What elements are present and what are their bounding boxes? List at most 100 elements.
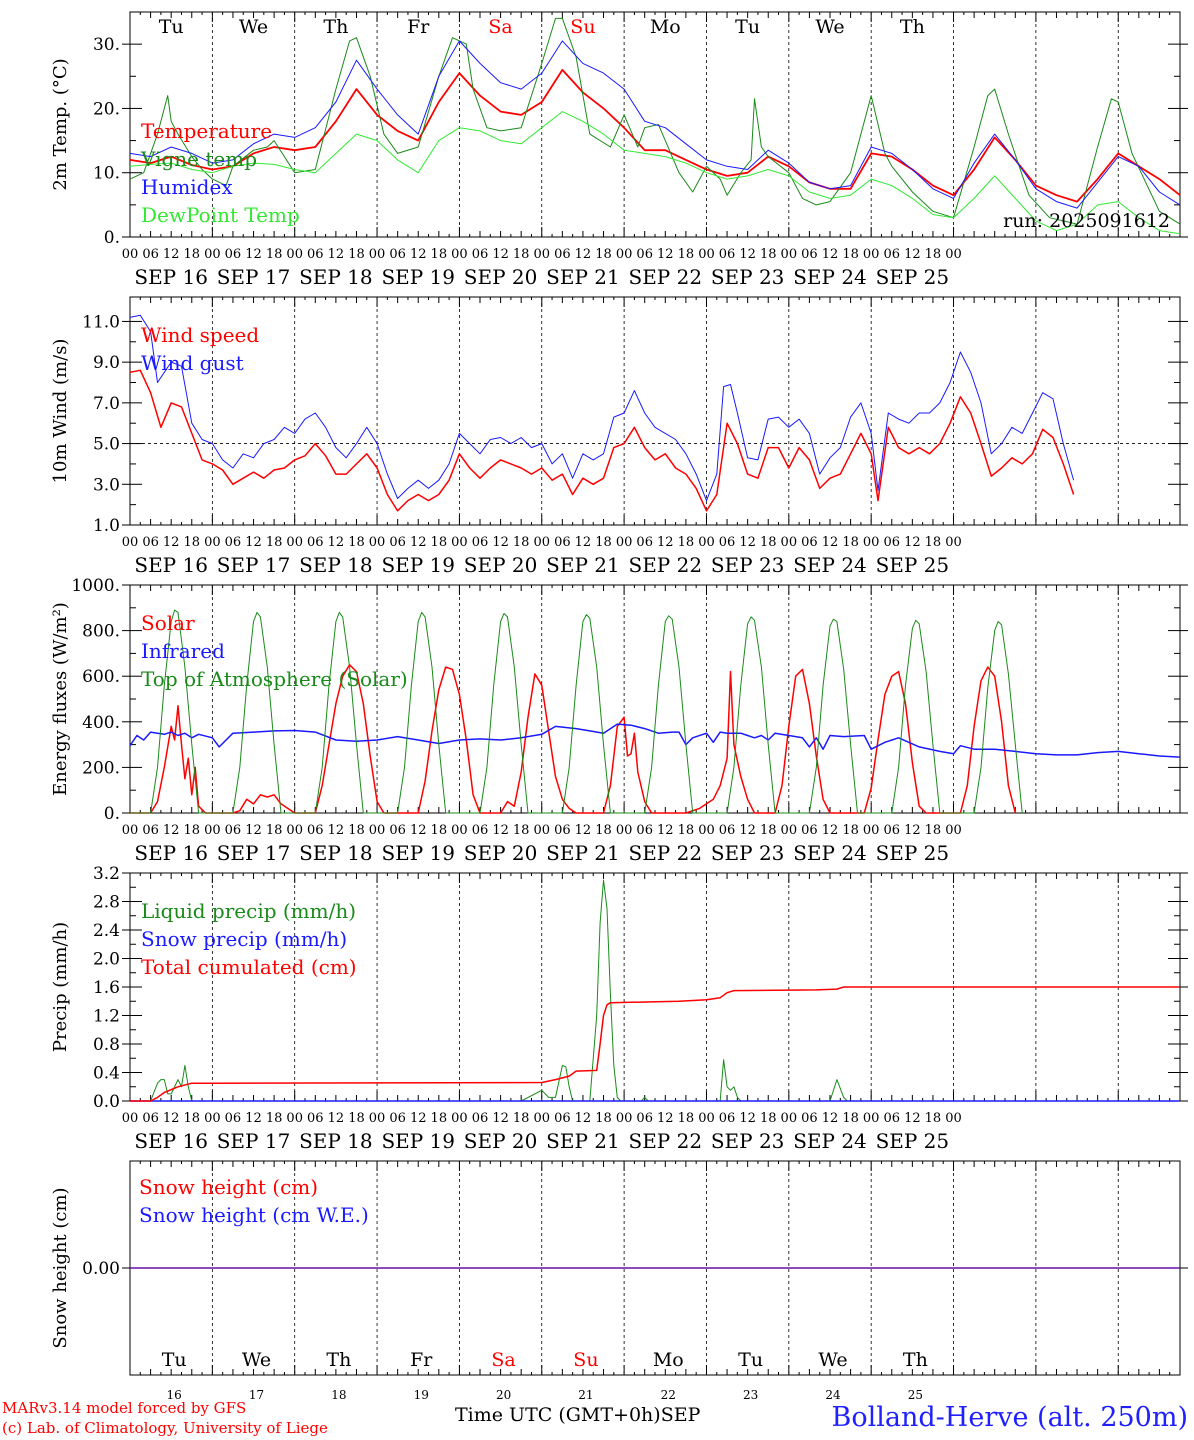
legend-entry: Temperature <box>141 119 272 143</box>
hour-label: 00 <box>451 247 468 262</box>
date-label: SEP 17 <box>217 265 291 289</box>
hour-label: 00 <box>698 1111 715 1126</box>
hour-label: 18 <box>183 1111 200 1126</box>
date-label: SEP 17 <box>217 1129 291 1153</box>
y-tick-label: 400. <box>82 713 120 733</box>
y-tick-label: 30. <box>93 35 120 55</box>
hour-label: 00 <box>369 535 386 550</box>
hour-label: 18 <box>183 823 200 838</box>
legend-entry: Humidex <box>141 175 233 199</box>
legend-entry: DewPoint Temp <box>141 203 300 227</box>
hour-label: 12 <box>163 247 180 262</box>
hour-label: 00 <box>863 1111 880 1126</box>
time-axis-title: Time UTC (GMT+0h)SEP <box>455 1404 700 1426</box>
hour-label: 12 <box>739 247 756 262</box>
date-label: SEP 20 <box>464 841 538 865</box>
date-label: SEP 17 <box>217 841 291 865</box>
hour-label: 00 <box>122 535 139 550</box>
hour-label: 18 <box>513 823 530 838</box>
hour-label: 06 <box>636 535 653 550</box>
day-number-label: 18 <box>331 1388 346 1402</box>
hour-label: 18 <box>842 247 859 262</box>
hour-label: 06 <box>307 247 324 262</box>
hour-label: 18 <box>842 1111 859 1126</box>
y-tick-label: 2.4 <box>93 921 120 941</box>
hour-label: 00 <box>369 1111 386 1126</box>
hour-label: 00 <box>781 1111 798 1126</box>
hour-label: 06 <box>142 823 159 838</box>
hour-label: 06 <box>883 535 900 550</box>
hour-label: 12 <box>492 247 509 262</box>
location-label: Bolland-Herve (alt. 250m) <box>831 1402 1188 1433</box>
hour-label: 06 <box>719 535 736 550</box>
hour-label: 18 <box>513 535 530 550</box>
series-line <box>129 314 1075 502</box>
hour-label: 12 <box>492 823 509 838</box>
y-tick-label: 9.0 <box>93 353 120 373</box>
y-tick-label: 200. <box>82 758 120 778</box>
hour-label: 12 <box>410 1111 427 1126</box>
hour-label: 00 <box>204 823 221 838</box>
hour-label: 00 <box>781 247 798 262</box>
date-label: SEP 20 <box>464 553 538 577</box>
series-line <box>129 723 1181 758</box>
hour-label: 18 <box>348 823 365 838</box>
hour-label: 06 <box>801 535 818 550</box>
y-axis-label: Energy fluxes (W/m²) <box>50 602 71 796</box>
series-line <box>129 369 1075 512</box>
hour-label: 06 <box>801 247 818 262</box>
hour-label: 12 <box>245 247 262 262</box>
date-label: SEP 23 <box>711 841 785 865</box>
hour-label: 06 <box>801 823 818 838</box>
weekday-label: Mo <box>653 1349 684 1371</box>
hour-label: 12 <box>492 535 509 550</box>
hour-label: 00 <box>451 823 468 838</box>
hour-label: 18 <box>842 535 859 550</box>
hour-label: 18 <box>760 1111 777 1126</box>
hour-label: 12 <box>904 247 921 262</box>
hour-label: 06 <box>883 823 900 838</box>
date-label: SEP 22 <box>629 841 703 865</box>
y-tick-label: 2.0 <box>93 950 120 970</box>
hour-label: 12 <box>245 535 262 550</box>
hour-label: 18 <box>348 1111 365 1126</box>
hour-label: 06 <box>307 535 324 550</box>
hour-label: 18 <box>348 247 365 262</box>
hour-label: 06 <box>472 247 489 262</box>
hour-label: 06 <box>225 823 242 838</box>
run-annotation: run: 2025091612 <box>1003 210 1170 232</box>
hour-label: 18 <box>183 247 200 262</box>
day-number-label: 19 <box>414 1388 429 1402</box>
hour-label: 18 <box>266 823 283 838</box>
date-label: SEP 24 <box>793 553 867 577</box>
hour-label: 18 <box>678 535 695 550</box>
legend-entry: Total cumulated (cm) <box>141 955 357 979</box>
hour-label: 06 <box>719 823 736 838</box>
hour-label: 12 <box>328 823 345 838</box>
hour-label: 06 <box>883 247 900 262</box>
date-label: SEP 19 <box>381 553 455 577</box>
y-tick-label: 1000. <box>71 576 120 596</box>
y-tick-label: 11.0 <box>82 312 120 332</box>
hour-label: 18 <box>513 247 530 262</box>
weekday-label: Mo <box>650 16 681 38</box>
hour-label: 00 <box>945 823 962 838</box>
weekday-label: Tu <box>159 16 184 38</box>
date-label: SEP 21 <box>546 841 620 865</box>
date-label: SEP 25 <box>876 1129 950 1153</box>
series-line <box>129 111 1181 235</box>
y-tick-label: 0. <box>104 804 120 824</box>
hour-label: 12 <box>575 1111 592 1126</box>
hour-label: 12 <box>245 1111 262 1126</box>
y-tick-label: 0. <box>104 228 120 248</box>
legend-entry: Snow precip (mm/h) <box>141 927 347 951</box>
hour-label: 18 <box>678 823 695 838</box>
y-tick-label: 3.0 <box>93 475 120 495</box>
hour-label: 00 <box>204 247 221 262</box>
hour-label: 12 <box>657 1111 674 1126</box>
hour-label: 12 <box>822 823 839 838</box>
hour-label: 18 <box>513 1111 530 1126</box>
hour-label: 00 <box>781 535 798 550</box>
hour-label: 18 <box>431 1111 448 1126</box>
